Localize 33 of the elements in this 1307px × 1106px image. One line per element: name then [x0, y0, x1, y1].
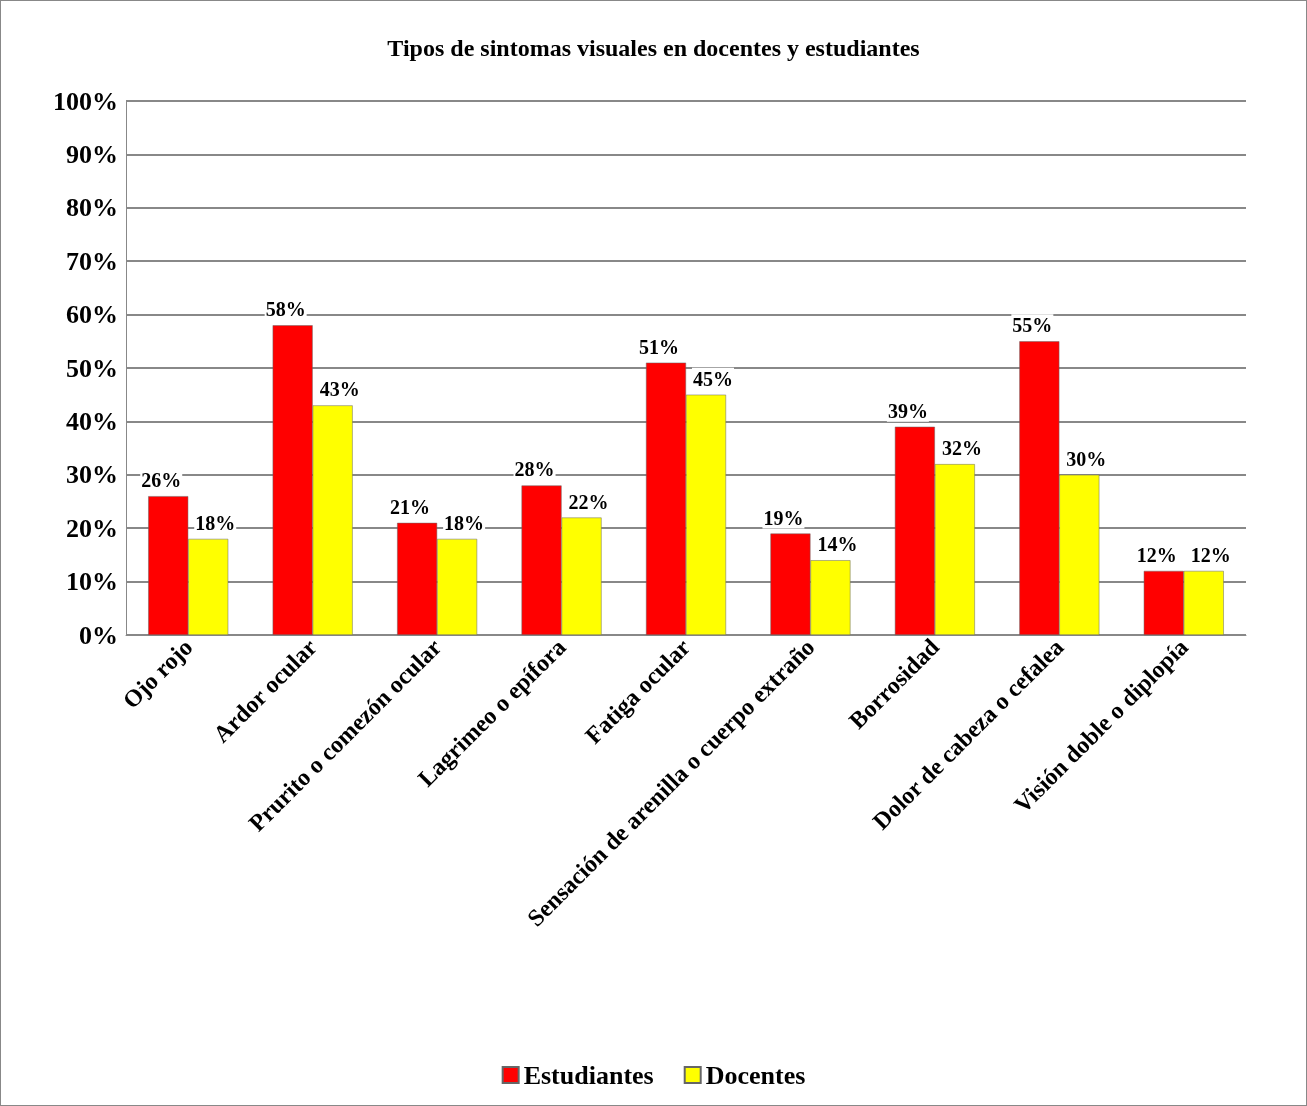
data-label: 30% [1066, 447, 1107, 470]
y-tick-label: 40% [66, 406, 118, 436]
data-label: 45% [693, 367, 733, 390]
data-label: 28% [514, 458, 555, 481]
data-label: 39% [887, 399, 928, 422]
y-tick-label: 30% [66, 460, 118, 490]
data-label: 32% [941, 437, 982, 460]
y-tick-label: 100% [53, 86, 118, 116]
x-tick-label: Ojo rojo [117, 633, 198, 714]
data-label: 19% [763, 506, 804, 529]
data-label: 18% [195, 511, 236, 534]
y-tick-label: 70% [66, 246, 118, 276]
y-tick-label: 50% [66, 353, 118, 383]
data-label: 55% [1012, 314, 1053, 337]
y-tick-label: 10% [66, 567, 118, 597]
data-label: 22% [568, 490, 609, 513]
y-tick-label: 80% [66, 193, 118, 223]
y-tick-label: 20% [66, 513, 118, 543]
data-label: 12% [1136, 543, 1177, 566]
data-label: 21% [390, 495, 431, 518]
data-label: 18% [444, 511, 485, 534]
data-label: 26% [141, 469, 182, 492]
data-label: 43% [319, 378, 360, 401]
y-tick-label: 90% [66, 139, 118, 169]
y-tick-label: 60% [66, 300, 118, 330]
data-label: 14% [817, 533, 858, 556]
data-label: 12% [1190, 543, 1231, 566]
y-tick-label: 0% [79, 620, 118, 650]
data-label: 51% [639, 335, 679, 358]
legend-label: Estudiantes [523, 1060, 654, 1090]
data-label: 58% [265, 298, 306, 321]
chart-title: Tipos de sintomas visuales en docentes y estudiantes [387, 35, 920, 61]
legend-label: Docentes [705, 1060, 806, 1090]
